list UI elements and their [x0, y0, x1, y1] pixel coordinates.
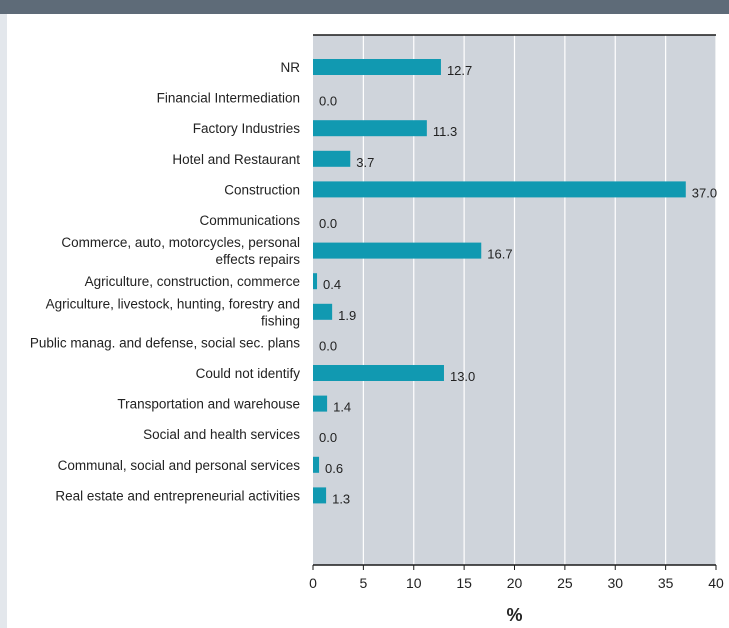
bar	[313, 303, 333, 320]
category-label: Agriculture, construction, commerce	[85, 274, 300, 289]
value-label: 12.7	[447, 63, 472, 78]
category-label: Factory Industries	[193, 121, 301, 136]
category-label: Hotel and Restaurant	[172, 152, 300, 167]
value-label: 0.4	[323, 277, 341, 292]
category-label: Real estate and entrepreneurial activiti…	[55, 488, 300, 503]
category-label: Agriculture, livestock, hunting, forestr…	[46, 296, 300, 328]
x-tick-label: 0	[309, 575, 317, 591]
value-labels: 12.70.011.33.737.00.016.70.41.90.013.01.…	[319, 63, 717, 506]
category-label: Social and health services	[143, 427, 300, 442]
value-label: 1.3	[332, 491, 350, 506]
value-label: 16.7	[487, 247, 512, 262]
x-tick-label: 20	[507, 575, 523, 591]
category-label: Construction	[224, 182, 300, 197]
grid-lines	[362, 35, 717, 565]
category-label: NR	[281, 60, 301, 75]
value-label: 0.0	[319, 338, 337, 353]
x-axis-title: %	[506, 605, 522, 625]
value-label: 3.7	[356, 155, 374, 170]
value-label: 1.9	[338, 308, 356, 323]
bar	[313, 59, 441, 75]
x-tick-label: 30	[607, 575, 623, 591]
header-band	[0, 0, 729, 14]
value-label: 0.6	[325, 461, 343, 476]
category-label: Communications	[199, 213, 300, 228]
category-label: Commerce, auto, motorcycles, personal eff…	[61, 235, 300, 267]
x-tick-label: 10	[406, 575, 422, 591]
category-label: Transportation and warehouse	[117, 397, 300, 412]
category-label: Could not identify	[196, 366, 301, 381]
x-tick-labels: 0 5 10 15 20 25 30 35 40	[309, 565, 724, 591]
bar	[313, 395, 328, 412]
category-label: Communal, social and personal services	[58, 458, 301, 473]
value-label: 0.0	[319, 430, 337, 445]
bar	[313, 273, 318, 290]
x-tick-label: 5	[359, 575, 367, 591]
bar	[313, 487, 327, 504]
bar	[313, 181, 686, 198]
x-tick-label: 15	[456, 575, 472, 591]
value-label: 0.0	[319, 216, 337, 231]
bars	[313, 59, 686, 504]
bar	[313, 120, 427, 137]
value-label: 1.4	[333, 400, 351, 415]
value-label: 0.0	[319, 94, 337, 109]
value-label: 37.0	[692, 185, 717, 200]
x-tick-label: 40	[708, 575, 724, 591]
bar	[313, 242, 482, 259]
bar	[313, 456, 320, 473]
category-labels: NR Financial Intermediation Factory Indust…	[30, 60, 300, 503]
value-label: 11.3	[433, 124, 457, 139]
category-label: Public manag. and defense, social sec. p…	[30, 335, 300, 350]
bar	[313, 365, 444, 381]
x-tick-label: 25	[557, 575, 573, 591]
x-tick-label: 35	[658, 575, 674, 591]
bar	[313, 150, 351, 167]
category-label: Financial Intermediation	[157, 91, 300, 106]
value-label: 13.0	[450, 369, 475, 384]
